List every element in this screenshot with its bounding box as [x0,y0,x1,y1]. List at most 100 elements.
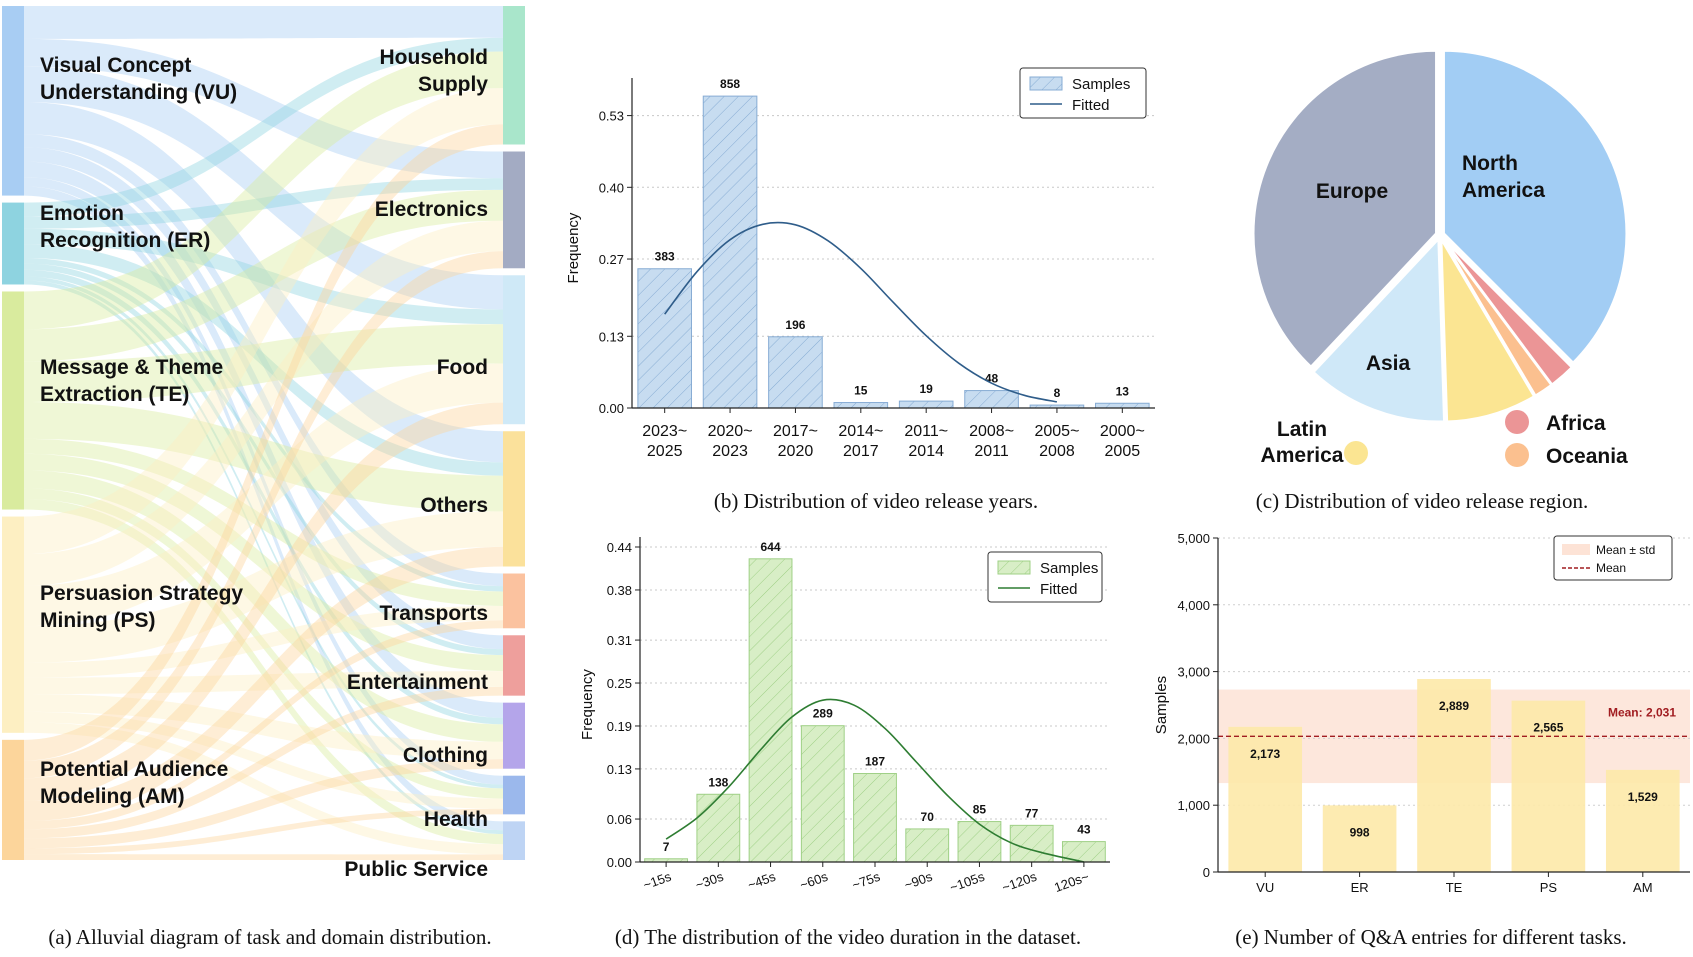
y-tick-label: 0.13 [607,762,632,777]
bar [833,402,889,409]
alluvial-flow [24,269,503,725]
domain-label: Clothing [403,744,488,767]
mean-label: Mean: 2,031 [1608,705,1676,719]
pie-slice [1252,49,1438,369]
bar-value-label: 2,565 [1533,721,1563,735]
task-label: Emotion Recognition (ER) [40,202,210,252]
bar-value-label: 70 [921,810,935,824]
domain-label: Food [437,356,488,379]
alluvial-flow [24,605,503,678]
bar-value-label: 138 [708,775,728,789]
alluvial-labels: Visual Concept Understanding (VU) Emotion R… [40,46,488,881]
pie-slice [1440,237,1553,398]
pie-slice-label: North America [1462,152,1545,202]
alluvial-flow [24,511,503,663]
y-axis-label: Samples [1153,676,1170,734]
bar-value-label: 858 [720,77,740,91]
duration-distribution-chart: 0.00 0.06 0.13 0.19 0.25 0.31 0.38 0.44 7 ~15s 138… [579,537,1110,895]
bar [748,558,793,863]
legend-swatch-std [1562,544,1590,555]
domain-node [503,151,525,269]
legend-label-mean: Mean [1596,561,1626,575]
bar-value-label: 2,889 [1439,699,1469,713]
bar [1322,805,1397,872]
task-node [2,291,24,510]
domain-label: Household Supply [380,46,489,96]
bar [1095,402,1150,409]
x-tick-label: 2020~ 2023 [708,423,753,460]
bar [768,336,823,409]
caption-b: (b) Distribution of video release years. [714,489,1038,513]
y-tick-label: 0.00 [607,855,632,870]
legend-dot [1505,443,1529,467]
x-tick-label: 2000~ 2005 [1100,423,1145,460]
task-label: Persuasion Strategy Mining (PS) [40,582,243,632]
task-node [2,516,24,733]
alluvial-flow [24,51,503,330]
y-tick-label: 2,000 [1177,731,1210,746]
qa-entries-chart: 0 1,000 2,000 3,000 4,000 5,000 2,173 VU 998 ER 2,… [1153,531,1690,895]
pie-slice-label: Europe [1316,180,1388,203]
bar-value-label: 13 [1116,384,1130,398]
caption-d: (d) The distribution of the video durati… [615,925,1081,949]
alluvial-flow [24,280,503,835]
domain-label: Electronics [375,198,488,221]
bar [696,793,741,863]
fitted-curve [664,221,1058,403]
alluvial-flow [24,808,503,855]
y-axis-label: Frequency [579,669,596,740]
legend-label-std: Mean ± std [1596,543,1655,557]
x-tick-label: ~75s [850,869,882,893]
bar-value-label: 77 [1025,806,1039,820]
x-tick-label: PS [1540,880,1558,895]
task-node [2,739,24,860]
x-tick-label: ~120s [1000,869,1039,896]
x-tick-label: ~105s [948,869,987,896]
domain-node [503,6,525,145]
alluvial-flow [24,722,503,855]
alluvial-flow [24,470,503,742]
bar [1009,824,1054,863]
domain-label: Transports [379,602,488,625]
legend-swatch-samples [1029,76,1063,91]
alluvial-flow [24,686,503,839]
x-tick-label: 2014~ 2017 [838,423,883,460]
region-pie-chart: North America Africa Oceania Latin America Asi… [1252,49,1628,468]
x-tick-label: 2023~ 2025 [642,423,687,460]
alluvial-flow [24,324,503,402]
alluvial-flow [24,189,503,362]
bar-value-label: 1,529 [1628,790,1658,804]
y-tick-label: 0.27 [599,252,624,267]
legend-label: Oceania [1546,445,1628,468]
y-tick-label: 3,000 [1177,665,1210,680]
bar-value-label: 644 [761,540,781,554]
alluvial-flow [24,177,503,785]
legend-label: Latin America [1261,418,1344,467]
alluvial-flow [24,498,503,845]
y-tick-label: 0.31 [607,633,632,648]
x-tick-label: ~15s [641,869,673,893]
bar-value-label: 2,173 [1250,747,1280,761]
alluvial-flow [24,251,503,779]
x-tick-label: ~90s [902,869,934,893]
year-distribution-chart: 0.00 0.13 0.27 0.40 0.53 383 2023~ 2025 858 2020~… [565,67,1155,460]
bar [853,773,897,863]
x-tick-label: 2017~ 2020 [773,423,818,460]
caption-e: (e) Number of Q&A entries for different … [1235,925,1627,949]
alluvial-flow [24,6,503,39]
domain-node [503,821,525,860]
x-tick-label: 2008~ 2011 [969,423,1014,460]
legend-label-fitted: Fitted [1072,97,1110,114]
domain-node [503,635,525,696]
bar [898,400,954,409]
bar [800,725,845,863]
bar-value-label: 43 [1077,823,1091,837]
legend-dot [1505,410,1529,434]
domain-node [503,775,525,815]
bar-value-label: 187 [865,755,885,769]
task-label: Potential Audience Modeling (AM) [40,758,228,808]
y-tick-label: 5,000 [1177,531,1210,546]
domain-node [503,275,525,425]
domain-label: Health [424,808,488,831]
